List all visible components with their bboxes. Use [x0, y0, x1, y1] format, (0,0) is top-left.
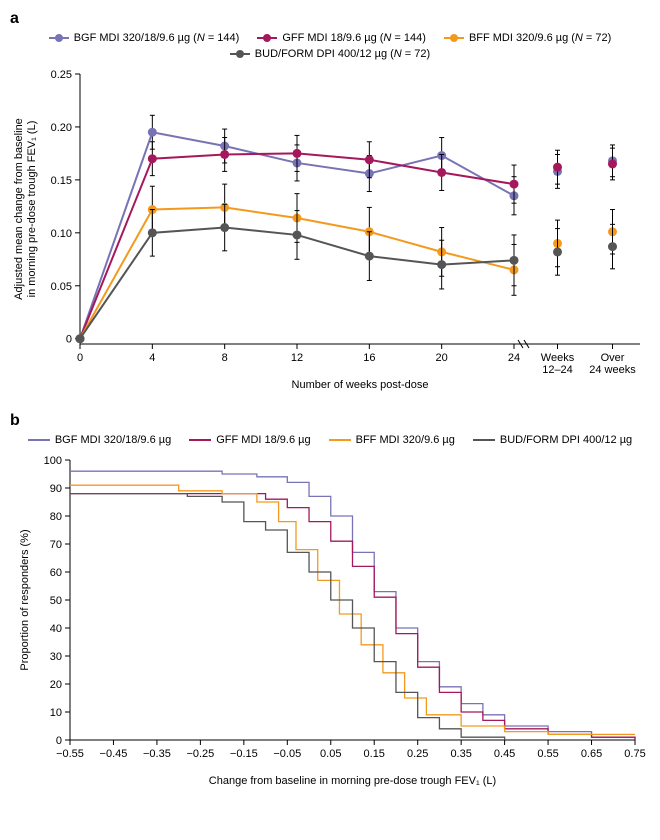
- svg-text:0: 0: [77, 352, 83, 364]
- svg-text:0.65: 0.65: [581, 748, 602, 760]
- svg-text:−0.15: −0.15: [230, 748, 258, 760]
- legend-item: BFF MDI 320/9.6 µg: [329, 434, 455, 446]
- svg-text:Number of weeks post-dose: Number of weeks post-dose: [292, 379, 429, 391]
- legend-item: BUD/FORM DPI 400/12 µg: [473, 434, 632, 446]
- svg-text:Weeks: Weeks: [541, 352, 575, 364]
- svg-text:60: 60: [50, 567, 62, 579]
- panel-b-legend: BGF MDI 320/18/9.6 µg GFF MDI 18/9.6 µg BF…: [10, 434, 650, 446]
- svg-text:Over: Over: [601, 352, 625, 364]
- legend-item: GFF MDI 18/9.6 µg (N = 144): [257, 32, 426, 44]
- svg-text:12–24: 12–24: [542, 364, 573, 376]
- svg-text:4: 4: [149, 352, 155, 364]
- svg-text:−0.35: −0.35: [143, 748, 171, 760]
- svg-text:20: 20: [436, 352, 448, 364]
- svg-text:24: 24: [508, 352, 520, 364]
- svg-text:0.15: 0.15: [51, 175, 72, 187]
- svg-text:0.35: 0.35: [450, 748, 471, 760]
- svg-text:8: 8: [222, 352, 228, 364]
- svg-text:24 weeks: 24 weeks: [589, 364, 636, 376]
- panel-a-label: a: [10, 10, 650, 28]
- svg-text:16: 16: [363, 352, 375, 364]
- panel-b-chart: 0 10 20 30 40 50 60 70 80 90 100 Proportion of resp…: [10, 450, 650, 790]
- svg-text:−0.05: −0.05: [273, 748, 301, 760]
- svg-text:0.20: 0.20: [51, 122, 72, 134]
- svg-text:0.15: 0.15: [364, 748, 385, 760]
- svg-text:12: 12: [291, 352, 303, 364]
- legend-item: BFF MDI 320/9.6 µg (N = 72): [444, 32, 611, 44]
- svg-text:0.55: 0.55: [537, 748, 558, 760]
- panel-a-legend: BGF MDI 320/18/9.6 µg (N = 144) GFF MDI 1…: [10, 32, 650, 60]
- panel-a-chart: 0 0.05 0.10 0.15 0.20 0.25 Adjusted mean chang…: [10, 64, 650, 394]
- svg-text:0.45: 0.45: [494, 748, 515, 760]
- svg-text:0.75: 0.75: [624, 748, 645, 760]
- svg-text:−0.45: −0.45: [100, 748, 128, 760]
- svg-text:20: 20: [50, 679, 62, 691]
- svg-text:0.05: 0.05: [320, 748, 341, 760]
- svg-text:Proportion of responders (%): Proportion of responders (%): [19, 529, 31, 670]
- legend-item: GFF MDI 18/9.6 µg: [189, 434, 310, 446]
- legend-item: BUD/FORM DPI 400/12 µg (N = 72): [230, 48, 430, 60]
- svg-text:90: 90: [50, 483, 62, 495]
- svg-text:0.10: 0.10: [51, 228, 72, 240]
- svg-text:0.05: 0.05: [51, 281, 72, 293]
- svg-text:0: 0: [66, 334, 72, 346]
- svg-text:0: 0: [56, 735, 62, 747]
- svg-text:10: 10: [50, 707, 62, 719]
- svg-text:Adjusted mean change from base: Adjusted mean change from baseline: [13, 118, 25, 300]
- svg-text:−0.55: −0.55: [56, 748, 84, 760]
- svg-text:30: 30: [50, 651, 62, 663]
- legend-item: BGF MDI 320/18/9.6 µg: [28, 434, 171, 446]
- svg-text:−0.25: −0.25: [186, 748, 214, 760]
- svg-text:50: 50: [50, 595, 62, 607]
- svg-text:80: 80: [50, 511, 62, 523]
- svg-text:0.25: 0.25: [407, 748, 428, 760]
- legend-item: BGF MDI 320/18/9.6 µg (N = 144): [49, 32, 240, 44]
- svg-text:0.25: 0.25: [51, 69, 72, 81]
- panel-b-label: b: [10, 412, 650, 430]
- svg-text:40: 40: [50, 623, 62, 635]
- svg-text:Change from baseline in mornin: Change from baseline in morning pre-dose…: [209, 775, 496, 787]
- svg-text:in morning pre-dose trough FEV: in morning pre-dose trough FEV₁ (L): [26, 121, 38, 298]
- svg-text:70: 70: [50, 539, 62, 551]
- svg-text:100: 100: [44, 455, 62, 467]
